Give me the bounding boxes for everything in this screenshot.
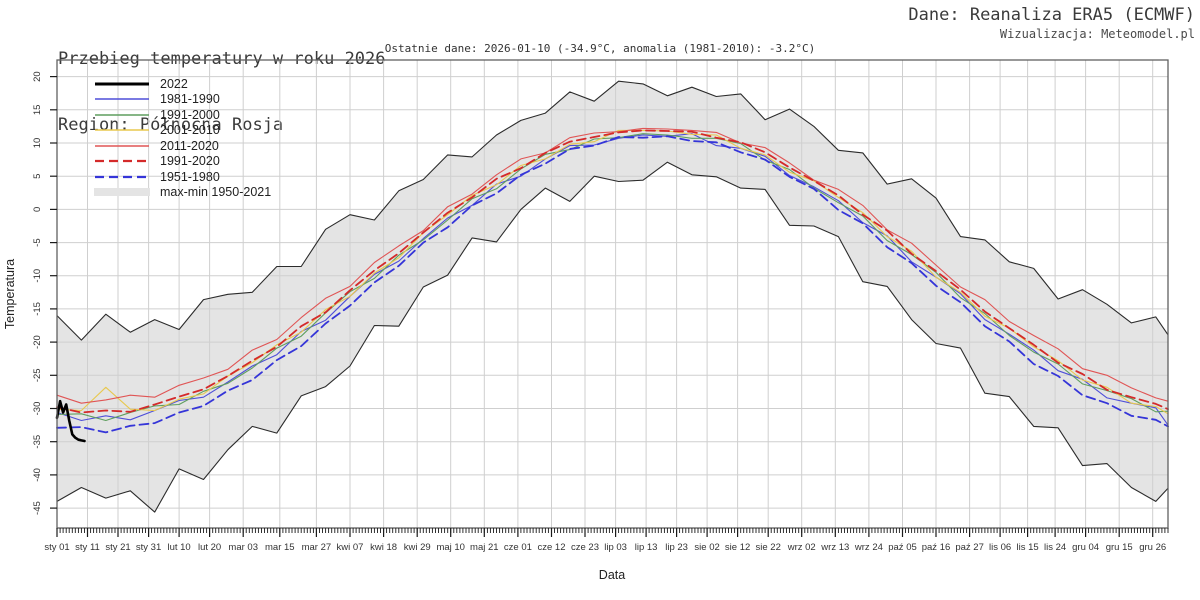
y-tick-label: 15 bbox=[32, 105, 43, 116]
y-tick-label: -35 bbox=[32, 435, 43, 449]
legend-item-2001-2010: 2001-2010 bbox=[94, 123, 271, 139]
legend-item-2011-2020: 2011-2020 bbox=[94, 138, 271, 154]
legend-swatch bbox=[95, 82, 149, 86]
y-axis-label: Temperatura bbox=[3, 259, 17, 329]
x-tick-label: lut 20 bbox=[198, 542, 221, 553]
x-tick-label: gru 26 bbox=[1139, 542, 1166, 553]
legend-item-1981-1990: 1981-1990 bbox=[94, 92, 271, 108]
legend-swatch bbox=[95, 145, 149, 147]
series-line-1951-1980 bbox=[56, 135, 1169, 434]
y-tick-label: 20 bbox=[32, 71, 43, 82]
legend-item-max-min-1950-2021: max-min 1950-2021 bbox=[94, 185, 271, 201]
x-tick-label: kwi 18 bbox=[370, 542, 397, 553]
series-line-1981-1990 bbox=[56, 133, 1169, 426]
y-tick-label: -30 bbox=[32, 402, 43, 416]
x-tick-label: sty 01 bbox=[44, 542, 69, 553]
x-tick-label: sty 21 bbox=[105, 542, 130, 553]
x-tick-label: mar 03 bbox=[228, 542, 258, 553]
y-tick-label: -10 bbox=[32, 269, 43, 283]
x-tick-label: sie 22 bbox=[756, 542, 781, 553]
y-tick-label: -40 bbox=[32, 468, 43, 482]
legend-swatch bbox=[95, 160, 149, 163]
legend-item-2022: 2022 bbox=[94, 76, 271, 92]
max-min-band bbox=[57, 81, 1168, 513]
x-tick-label: paź 05 bbox=[888, 542, 917, 553]
x-tick-label: lis 15 bbox=[1017, 542, 1039, 553]
x-tick-label: sie 02 bbox=[694, 542, 719, 553]
visualization-credit: Wizualizacja: Meteomodel.pl bbox=[999, 27, 1195, 41]
legend-label: 1981-1990 bbox=[160, 92, 220, 107]
y-tick-label: -20 bbox=[32, 335, 43, 349]
x-tick-label: cze 01 bbox=[504, 542, 532, 553]
x-tick-label: lis 06 bbox=[989, 542, 1011, 553]
x-tick-label: gru 15 bbox=[1106, 542, 1133, 553]
x-tick-label: mar 15 bbox=[265, 542, 295, 553]
legend-item-1991-2020: 1991-2020 bbox=[94, 154, 271, 170]
legend-label: 2022 bbox=[160, 76, 188, 91]
x-tick-label: lip 23 bbox=[665, 542, 688, 553]
legend-label: 1991-2000 bbox=[160, 107, 220, 122]
grid-layer bbox=[56, 60, 1168, 528]
legend-label: 2011-2020 bbox=[160, 138, 219, 153]
x-tick-label: kwi 29 bbox=[404, 542, 431, 553]
x-tick-label: lip 03 bbox=[604, 542, 627, 553]
data-source: Dane: Reanaliza ERA5 (ECMWF) bbox=[908, 5, 1195, 25]
x-tick-label: sty 31 bbox=[136, 542, 161, 553]
legend-swatch bbox=[95, 114, 149, 116]
last-data-subtitle: Ostatnie dane: 2026-01-10 (-34.9°C, anom… bbox=[384, 42, 816, 55]
chart-header-left: Przebieg temperatury w roku 2026 Region:… bbox=[58, 4, 386, 180]
x-axis-label: Data bbox=[599, 568, 625, 582]
x-tick-label: kwi 07 bbox=[337, 542, 364, 553]
x-tick-label: sty 11 bbox=[75, 542, 100, 553]
y-tick-label: 5 bbox=[32, 174, 43, 179]
x-tick-label: cze 12 bbox=[538, 542, 566, 553]
y-tick-label: -45 bbox=[32, 501, 43, 515]
series-line-2022 bbox=[55, 399, 86, 443]
y-tick-label: 10 bbox=[32, 138, 43, 149]
legend-swatch bbox=[95, 129, 149, 131]
x-tick-label: maj 21 bbox=[470, 542, 499, 553]
x-tick-label: paź 27 bbox=[955, 542, 984, 553]
legend-band-swatch bbox=[94, 188, 150, 197]
x-tick-label: paź 16 bbox=[922, 542, 951, 553]
band-layer bbox=[57, 81, 1168, 513]
series-line-1991-2020 bbox=[56, 129, 1169, 414]
x-tick-label: lut 10 bbox=[167, 542, 190, 553]
y-tick-label: 0 bbox=[32, 207, 43, 212]
legend-label: 2001-2010 bbox=[160, 123, 220, 138]
x-tick-label: wrz 13 bbox=[820, 542, 849, 553]
legend-label: 1951-1980 bbox=[160, 169, 220, 184]
x-tick-label: lip 13 bbox=[635, 542, 658, 553]
legend-item-1951-1980: 1951-1980 bbox=[94, 169, 271, 185]
chart-title: Przebieg temperatury w roku 2026 bbox=[58, 49, 386, 69]
y-tick-label: -5 bbox=[32, 238, 43, 246]
band-edge-layer bbox=[56, 80, 1169, 513]
legend-item-1991-2000: 1991-2000 bbox=[94, 107, 271, 123]
x-tick-label: maj 10 bbox=[436, 542, 465, 553]
x-tick-label: gru 04 bbox=[1072, 542, 1099, 553]
tick-layer: 20 15 10 5 0 -5 -10 -15 -20 -25 -30 -35 -40 -45 sty 01… bbox=[32, 71, 1169, 553]
series-layer bbox=[55, 127, 1169, 443]
band-min-line bbox=[56, 161, 1169, 513]
band-max-line bbox=[56, 80, 1169, 341]
legend-label: 1991-2020 bbox=[160, 154, 220, 169]
legend-label: max-min 1950-2021 bbox=[160, 185, 272, 200]
series-line-2001-2010 bbox=[56, 129, 1169, 415]
y-tick-label: -15 bbox=[32, 302, 43, 316]
x-tick-label: mar 27 bbox=[302, 542, 332, 553]
x-tick-label: sie 12 bbox=[725, 542, 750, 553]
chart-header-right: Dane: Reanaliza ERA5 (ECMWF) Wizualizacj… bbox=[908, 4, 1195, 42]
x-tick-label: lis 24 bbox=[1044, 542, 1066, 553]
legend-swatch bbox=[94, 188, 150, 197]
x-tick-label: wrz 02 bbox=[787, 542, 816, 553]
chart-legend: 2022 1981-1990 1991-2000 2001-2010 2011-2020… bbox=[94, 76, 271, 200]
x-tick-label: cze 23 bbox=[571, 542, 599, 553]
x-tick-label: wrz 24 bbox=[854, 542, 883, 553]
legend-swatch bbox=[95, 175, 149, 178]
y-tick-label: -25 bbox=[32, 368, 43, 382]
legend-swatch bbox=[95, 98, 149, 100]
